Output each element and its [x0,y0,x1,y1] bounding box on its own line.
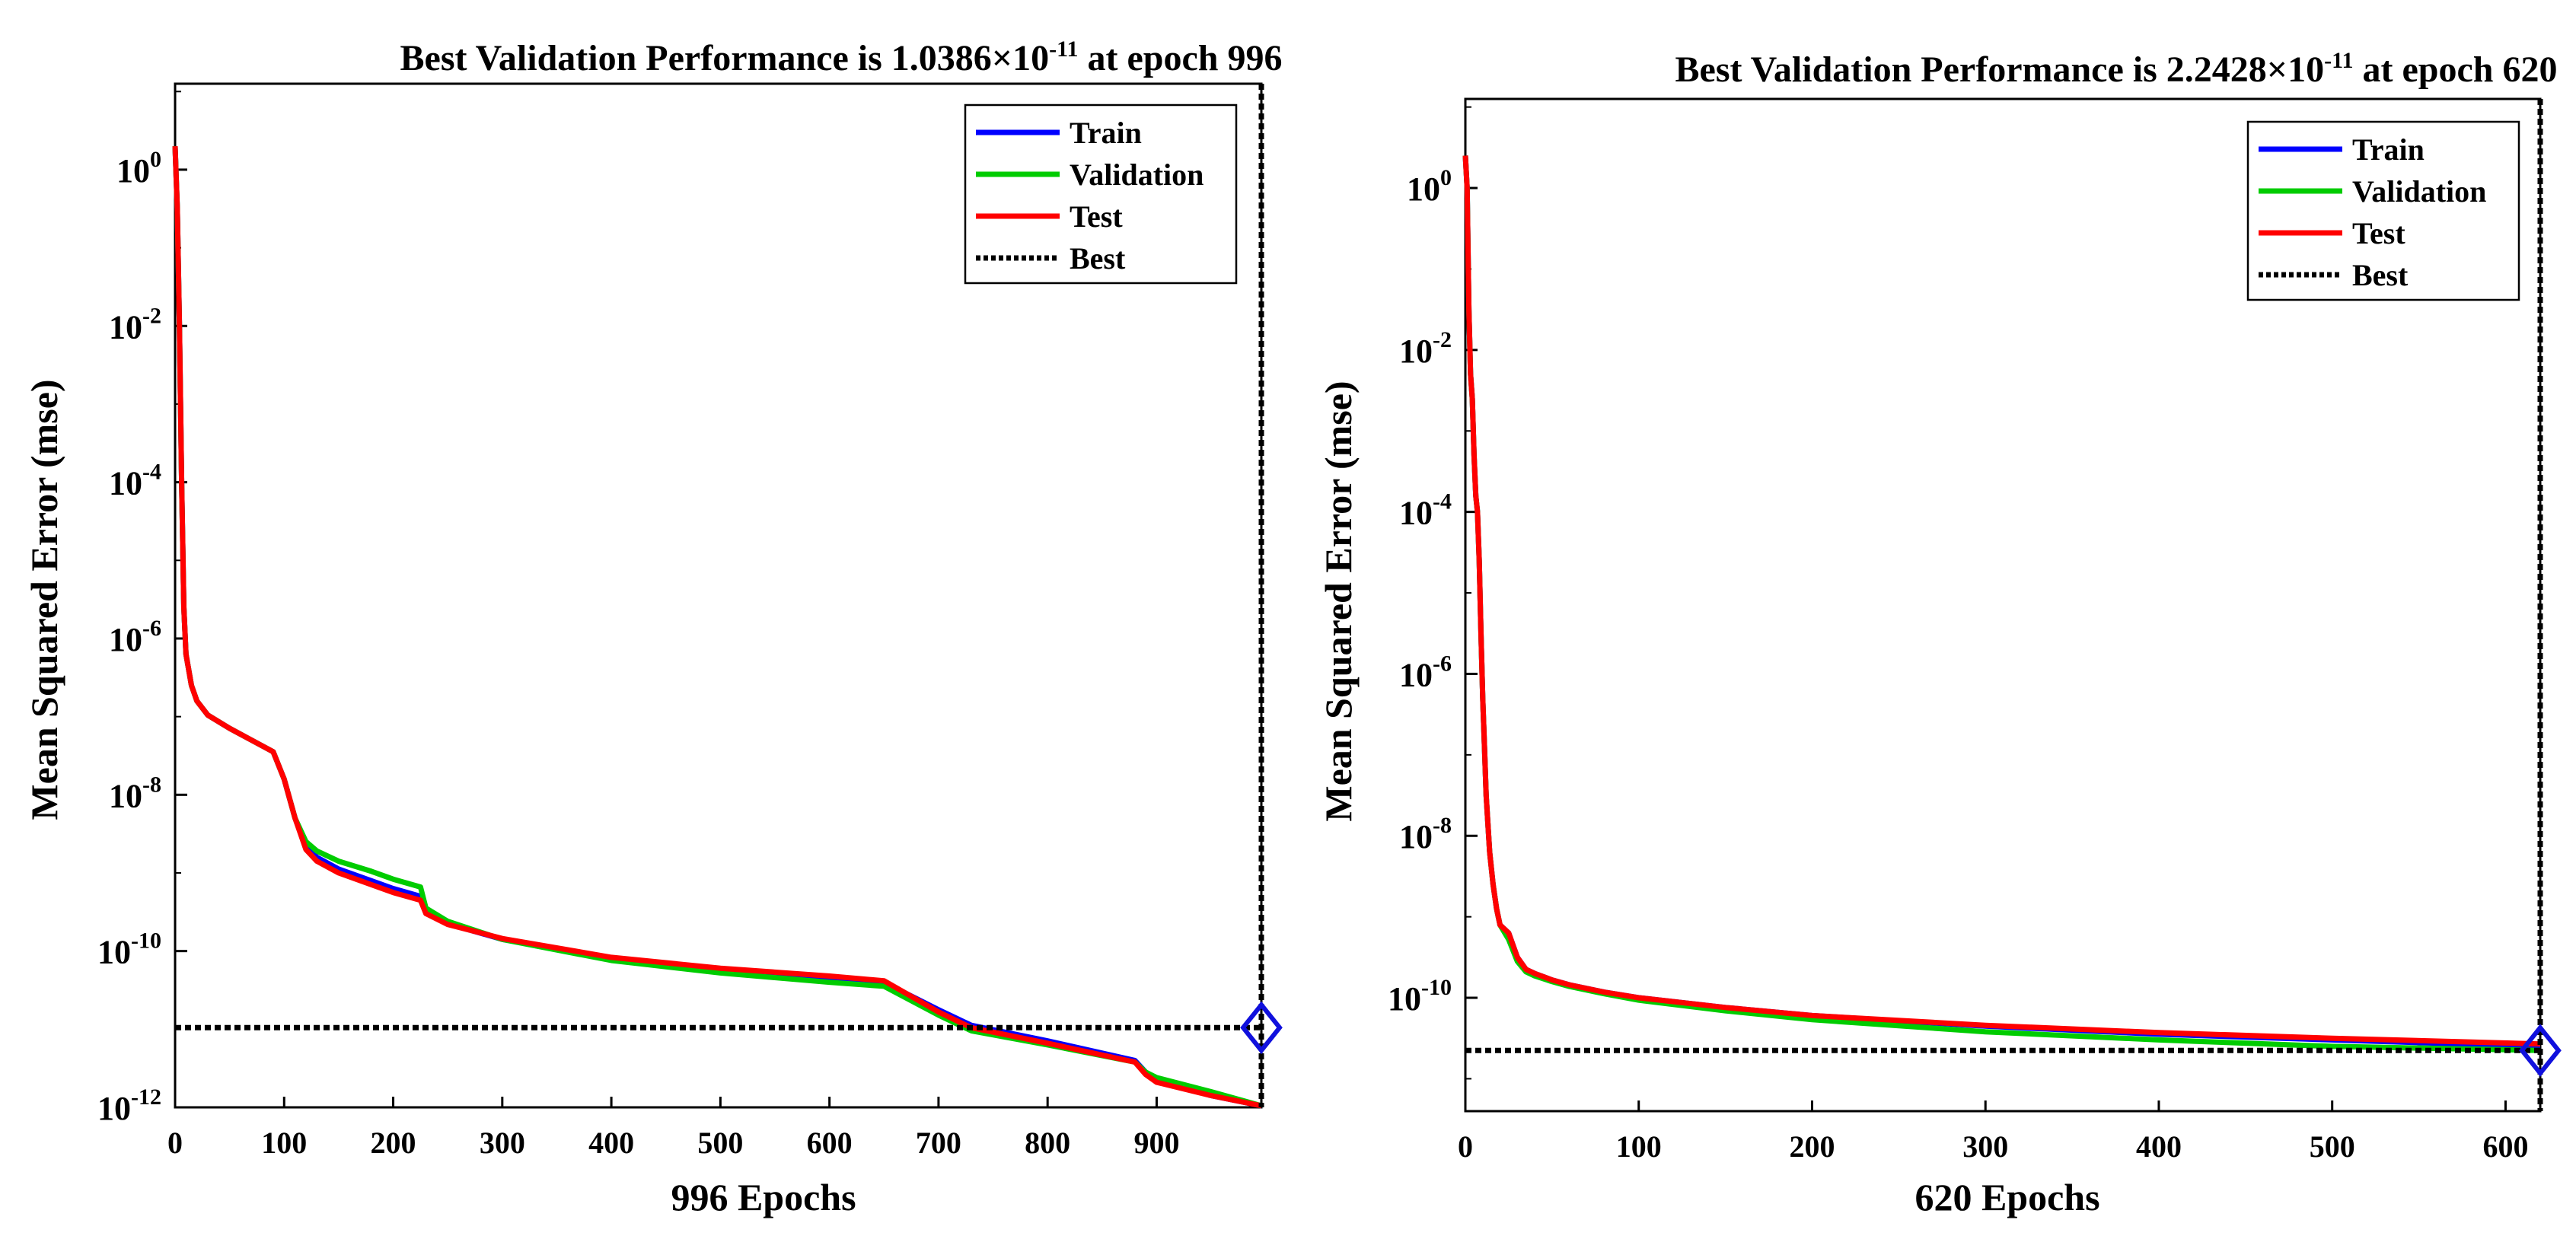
chart-right-ylabel: Mean Squared Error (mse) [1317,381,1360,821]
left-ytick-label: 10-8 [109,772,161,814]
chart-left-legend-label-train: Train [1070,116,1142,150]
left-series-train [172,145,1262,1109]
chart-left-legend-label-test: Test [1070,199,1123,234]
chart-right-xlabel: 620 Epochs [1914,1176,2099,1218]
left-ytick-label: 10-2 [109,303,161,346]
chart-right-legend-label-validation: Validation [2352,174,2486,209]
left-xtick-label: 300 [480,1126,525,1160]
chart-left-best-marker [1240,1001,1283,1055]
right-ytick-label: 10-8 [1399,813,1452,855]
chart-left-legend-label-validation: Validation [1070,158,1204,192]
right-ytick-label: 10-4 [1399,489,1452,532]
left-xtick-label: 100 [261,1126,307,1160]
chart-right-ticks: 0 100 200 300 400 500 600 100 10-2 10-4 10-6 10-8 10… [1388,106,2528,1164]
chart-left-legend-label-best: Best [1070,241,1126,276]
left-xtick-label: 800 [1025,1126,1070,1160]
left-ytick-label: 10-10 [97,928,161,971]
left-xtick-label: 700 [916,1126,961,1160]
left-xtick-label: 900 [1133,1126,1179,1160]
right-xtick-label: 0 [1458,1129,1473,1164]
left-xtick-label: 200 [371,1126,416,1160]
chart-left-legend: Train Validation Test Best [964,104,1238,285]
chart-right: Best Validation Performance is 2.2428×10… [1317,48,2562,1218]
chart-left-xlabel: 996 Epochs [671,1176,856,1218]
chart-left-ylabel: Mean Squared Error (mse) [23,379,65,820]
right-xtick-label: 100 [1616,1129,1662,1164]
left-ytick-label: 10-4 [109,460,161,502]
right-xtick-label: 400 [2136,1129,2182,1164]
right-xtick-label: 500 [2310,1129,2355,1164]
left-series-test [172,145,1262,1109]
right-xtick-label: 600 [2482,1129,2528,1164]
left-xtick-label: 600 [807,1126,853,1160]
right-ytick-label: 100 [1407,165,1452,208]
chart-left-ticks: 0 100 200 300 400 500 600 700 800 900 100 10-2 10-4 1… [97,91,1179,1160]
right-series-test [1462,155,2541,1047]
chart-right-legend-label-test: Test [2352,216,2405,250]
chart-right-legend: Train Validation Test Best [2246,120,2520,301]
chart-right-series [1462,155,2541,1053]
chart-right-legend-label-train: Train [2352,132,2425,167]
left-ytick-label: 100 [116,147,161,190]
chart-left-series [172,145,1262,1109]
chart-left: Best Validation Performance is 1.0386×10… [23,37,1283,1218]
left-xtick-label: 500 [697,1126,743,1160]
right-ytick-label: 10-6 [1399,651,1452,693]
right-ytick-label: 10-2 [1399,327,1452,370]
left-ytick-label: 10-6 [109,616,161,658]
chart-right-best-marker [2519,1024,2562,1078]
left-xtick-label: 400 [588,1126,634,1160]
right-xtick-label: 300 [1962,1129,2008,1164]
left-ytick-label: 10-12 [97,1085,161,1127]
chart-right-legend-label-best: Best [2352,258,2409,292]
chart-right-title: Best Validation Performance is 2.2428×10… [1675,48,2558,90]
left-xtick-label: 0 [167,1126,183,1160]
left-series-validation [172,145,1262,1109]
right-xtick-label: 200 [1789,1129,1835,1164]
chart-left-axes-box [174,82,1263,1109]
right-ytick-label: 10-10 [1388,975,1452,1018]
chart-left-title: Best Validation Performance is 1.0386×10… [400,37,1283,78]
